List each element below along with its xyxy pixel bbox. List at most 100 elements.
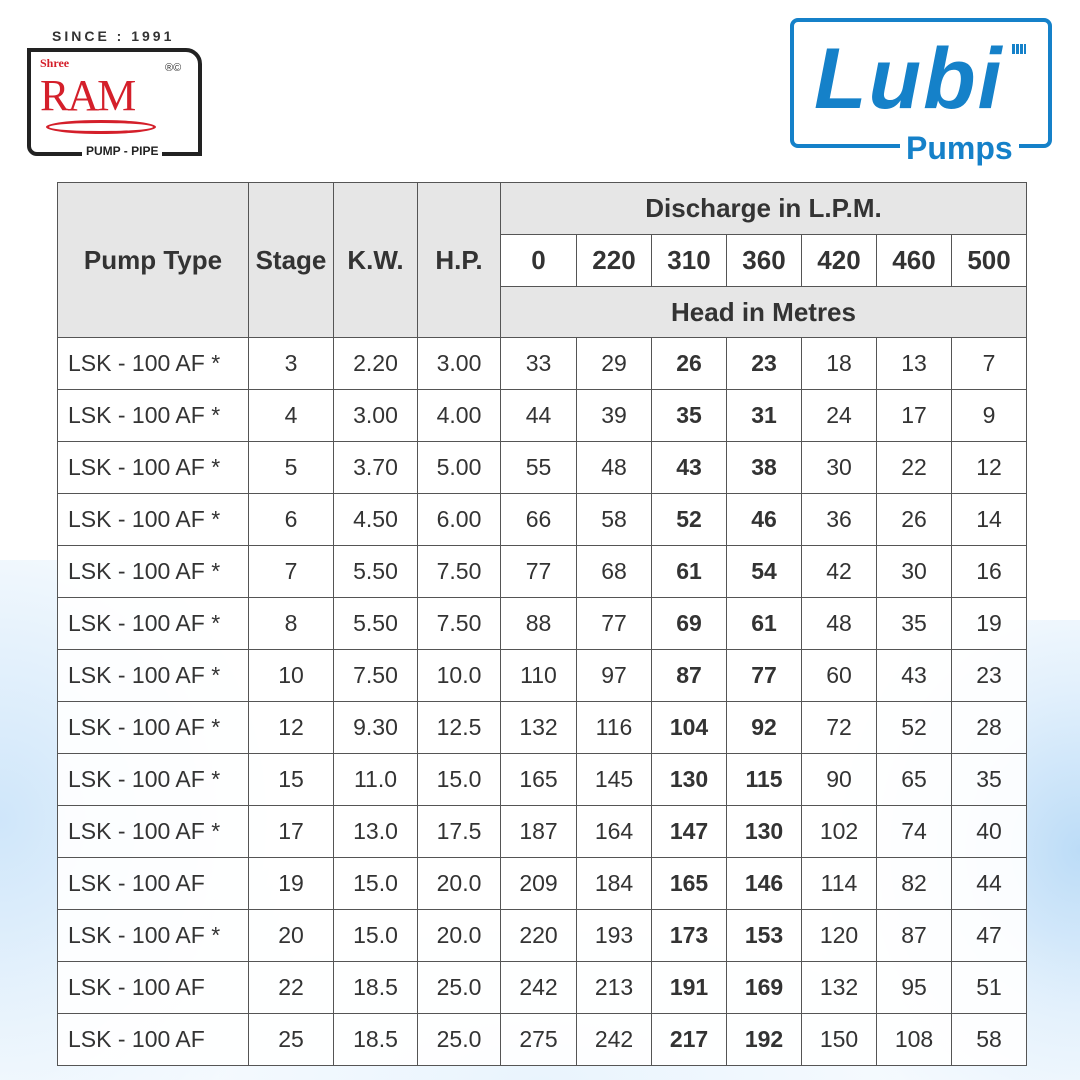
cell-pump-type: LSK - 100 AF * — [57, 389, 249, 442]
header-kw: K.W. — [333, 182, 418, 338]
shree-ram-logo: SINCE : 1991 Shree RAM ®© PUMP - PIPE — [20, 28, 210, 158]
cell-head: 54 — [726, 545, 802, 598]
cell-head: 42 — [801, 545, 877, 598]
cell-head: 120 — [801, 909, 877, 962]
cell-head: 19 — [950, 597, 1028, 650]
cell-head: 22 — [876, 441, 952, 494]
cell-head: 23 — [950, 649, 1028, 702]
cell-pump-type: LSK - 100 AF * — [57, 493, 249, 546]
cell-kw: 5.50 — [333, 545, 418, 598]
cell-head: 47 — [950, 909, 1028, 962]
cell-pump-type: LSK - 100 AF — [57, 961, 249, 1014]
logo-flourish — [46, 120, 156, 134]
cell-head: 16 — [950, 545, 1028, 598]
cell-head: 52 — [876, 701, 952, 754]
cell-head: 153 — [726, 909, 802, 962]
logo-prefix: Shree — [40, 56, 70, 70]
cell-head: 147 — [651, 805, 727, 858]
cell-head: 146 — [726, 857, 802, 910]
cell-head: 12 — [950, 441, 1028, 494]
cell-head: 48 — [576, 441, 652, 494]
cell-head: 35 — [876, 597, 952, 650]
header-pump-type: Pump Type — [57, 182, 249, 338]
header-hp: H.P. — [417, 182, 501, 338]
cell-kw: 15.0 — [333, 857, 418, 910]
cell-head: 165 — [651, 857, 727, 910]
cell-stage: 6 — [248, 493, 334, 546]
cell-pump-type: LSK - 100 AF * — [57, 701, 249, 754]
cell-head: 33 — [500, 337, 577, 390]
cell-head: 102 — [801, 805, 877, 858]
cell-head: 48 — [801, 597, 877, 650]
cell-head: 165 — [500, 753, 577, 806]
cell-head: 43 — [651, 441, 727, 494]
header-discharge-value: 360 — [726, 234, 802, 287]
cell-hp: 4.00 — [417, 389, 501, 442]
cell-hp: 17.5 — [417, 805, 501, 858]
cell-kw: 18.5 — [333, 1013, 418, 1066]
cell-pump-type: LSK - 100 AF * — [57, 597, 249, 650]
cell-head: 58 — [576, 493, 652, 546]
header-discharge-value: 420 — [801, 234, 877, 287]
logo-name: RAM — [40, 71, 136, 120]
cell-hp: 7.50 — [417, 597, 501, 650]
cell-kw: 9.30 — [333, 701, 418, 754]
cell-head: 61 — [726, 597, 802, 650]
cell-head: 14 — [950, 493, 1028, 546]
cell-hp: 20.0 — [417, 909, 501, 962]
table-row: LSK - 100 AF * 6 4.50 6.00 66 58 52 46 36 26 14 — [57, 493, 1028, 546]
cell-head: 164 — [576, 805, 652, 858]
cell-head: 209 — [500, 857, 577, 910]
table-row: LSK - 100 AF * 4 3.00 4.00 44 39 35 31 24 17 9 — [57, 389, 1028, 442]
cell-head: 68 — [576, 545, 652, 598]
cell-head: 77 — [576, 597, 652, 650]
cell-head: 104 — [651, 701, 727, 754]
cell-kw: 2.20 — [333, 337, 418, 390]
cell-pump-type: LSK - 100 AF * — [57, 441, 249, 494]
cell-head: 82 — [876, 857, 952, 910]
cell-hp: 12.5 — [417, 701, 501, 754]
cell-head: 46 — [726, 493, 802, 546]
cell-head: 242 — [500, 961, 577, 1014]
cell-stage: 4 — [248, 389, 334, 442]
cell-head: 66 — [500, 493, 577, 546]
cell-head: 30 — [801, 441, 877, 494]
cell-head: 35 — [651, 389, 727, 442]
cell-stage: 17 — [248, 805, 334, 858]
cell-head: 29 — [576, 337, 652, 390]
cell-head: 36 — [801, 493, 877, 546]
table-row: LSK - 100 AF * 8 5.50 7.50 88 77 69 61 48 35 19 — [57, 597, 1028, 650]
header-discharge-value: 220 — [576, 234, 652, 287]
registered-marks: ®© — [165, 62, 182, 74]
cell-head: 116 — [576, 701, 652, 754]
header-head: Head in Metres — [499, 286, 1028, 338]
header-discharge-value: 0 — [500, 234, 577, 287]
cell-hp: 10.0 — [417, 649, 501, 702]
cell-stage: 3 — [248, 337, 334, 390]
cell-head: 220 — [500, 909, 577, 962]
cell-head: 58 — [950, 1013, 1028, 1066]
cell-stage: 25 — [248, 1013, 334, 1066]
cell-head: 169 — [726, 961, 802, 1014]
cell-head: 13 — [876, 337, 952, 390]
cell-head: 132 — [801, 961, 877, 1014]
cell-head: 26 — [651, 337, 727, 390]
table-row: LSK - 100 AF 22 18.5 25.0 242 213 191 169 132 95 5… — [57, 961, 1028, 1014]
cell-pump-type: LSK - 100 AF — [57, 1013, 249, 1066]
cell-stage: 7 — [248, 545, 334, 598]
cell-hp: 5.00 — [417, 441, 501, 494]
cell-head: 26 — [876, 493, 952, 546]
cell-head: 31 — [726, 389, 802, 442]
cell-kw: 3.70 — [333, 441, 418, 494]
cell-hp: 25.0 — [417, 961, 501, 1014]
table-row: LSK - 100 AF * 10 7.50 10.0 110 97 87 77 60 43 23 — [57, 649, 1028, 702]
table-row: LSK - 100 AF * 12 9.30 12.5 132 116 104 92 72 52 2… — [57, 701, 1028, 754]
cell-stage: 19 — [248, 857, 334, 910]
table-row: LSK - 100 AF 19 15.0 20.0 209 184 165 146 114 82 4… — [57, 857, 1028, 910]
cell-pump-type: LSK - 100 AF * — [57, 545, 249, 598]
cell-hp: 25.0 — [417, 1013, 501, 1066]
logo-grid-mark — [1012, 44, 1026, 54]
cell-head: 87 — [876, 909, 952, 962]
logo-name: Lubi — [814, 31, 1004, 127]
cell-hp: 20.0 — [417, 857, 501, 910]
